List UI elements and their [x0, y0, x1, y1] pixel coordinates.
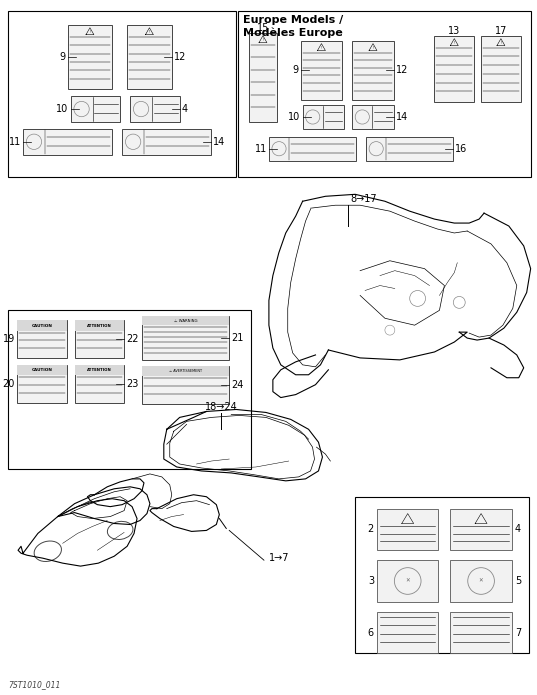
- Bar: [142, 316, 229, 325]
- Bar: [142, 366, 229, 377]
- Text: 23: 23: [126, 379, 139, 389]
- Text: ⚠ WARNING: ⚠ WARNING: [174, 318, 198, 322]
- Text: 8→17: 8→17: [350, 195, 377, 204]
- Text: 14: 14: [396, 112, 408, 122]
- Text: !: !: [454, 41, 455, 45]
- Bar: [377, 560, 438, 602]
- Text: 4: 4: [182, 104, 188, 114]
- Bar: [451, 509, 512, 550]
- Bar: [238, 11, 531, 177]
- Text: 7ST1010_011: 7ST1010_011: [8, 680, 61, 689]
- Bar: [75, 320, 124, 358]
- Text: ATTENTION: ATTENTION: [87, 368, 112, 372]
- Bar: [481, 35, 521, 102]
- Bar: [352, 105, 394, 129]
- Text: 16: 16: [455, 144, 468, 154]
- Text: !: !: [262, 38, 264, 42]
- Text: 22: 22: [126, 334, 139, 344]
- Bar: [377, 612, 438, 653]
- Text: 20: 20: [3, 379, 15, 389]
- Text: 24: 24: [231, 379, 244, 390]
- Text: ⚠ AVERTISSEMENT: ⚠ AVERTISSEMENT: [169, 369, 202, 373]
- Bar: [366, 137, 453, 161]
- Text: !: !: [89, 30, 91, 34]
- Bar: [249, 33, 277, 122]
- Text: 10: 10: [288, 112, 301, 122]
- Bar: [70, 96, 120, 122]
- Bar: [434, 35, 474, 102]
- Bar: [451, 612, 512, 653]
- Text: ✕: ✕: [405, 578, 410, 584]
- Text: 18→24: 18→24: [205, 402, 238, 413]
- Text: 5: 5: [515, 576, 521, 586]
- Text: 15: 15: [257, 23, 269, 33]
- Text: ✕: ✕: [479, 578, 483, 584]
- Text: 9: 9: [293, 65, 299, 75]
- Bar: [17, 320, 67, 358]
- Text: !: !: [321, 46, 322, 50]
- Bar: [17, 320, 67, 331]
- Text: 4: 4: [515, 525, 521, 534]
- Bar: [142, 316, 229, 360]
- Text: Europe Models /
Modèles Europe: Europe Models / Modèles Europe: [243, 15, 343, 38]
- Bar: [75, 320, 124, 331]
- Bar: [377, 509, 438, 550]
- Bar: [127, 25, 172, 89]
- Bar: [301, 40, 342, 100]
- Text: 21: 21: [231, 333, 244, 343]
- Bar: [75, 365, 124, 402]
- Bar: [130, 96, 180, 122]
- Text: 11: 11: [255, 144, 267, 154]
- Bar: [75, 365, 124, 375]
- Bar: [23, 129, 112, 155]
- Text: 9: 9: [60, 52, 66, 62]
- Bar: [451, 560, 512, 602]
- Bar: [142, 366, 229, 404]
- Bar: [17, 365, 67, 402]
- Text: !: !: [500, 41, 502, 45]
- Text: 17: 17: [495, 26, 507, 35]
- Text: 6: 6: [368, 628, 374, 637]
- Text: 14: 14: [213, 137, 226, 147]
- Text: !: !: [372, 46, 374, 50]
- Bar: [8, 11, 236, 177]
- Text: 1→7: 1→7: [269, 553, 289, 563]
- Text: 13: 13: [448, 26, 460, 35]
- Bar: [122, 129, 212, 155]
- Bar: [303, 105, 344, 129]
- Bar: [269, 137, 356, 161]
- Text: 19: 19: [3, 334, 15, 344]
- Bar: [17, 365, 67, 375]
- Bar: [355, 497, 528, 653]
- Text: !: !: [149, 30, 150, 34]
- Bar: [8, 311, 251, 469]
- Bar: [352, 40, 394, 100]
- Text: ATTENTION: ATTENTION: [87, 323, 112, 327]
- Text: 7: 7: [515, 628, 521, 637]
- Text: 10: 10: [56, 104, 69, 114]
- Text: 2: 2: [368, 525, 374, 534]
- Text: 11: 11: [9, 137, 21, 147]
- Text: CAUTION: CAUTION: [31, 323, 52, 327]
- Bar: [68, 25, 112, 89]
- Text: 12: 12: [173, 52, 186, 62]
- Text: 3: 3: [368, 576, 374, 586]
- Text: 12: 12: [396, 65, 408, 75]
- Text: CAUTION: CAUTION: [31, 368, 52, 372]
